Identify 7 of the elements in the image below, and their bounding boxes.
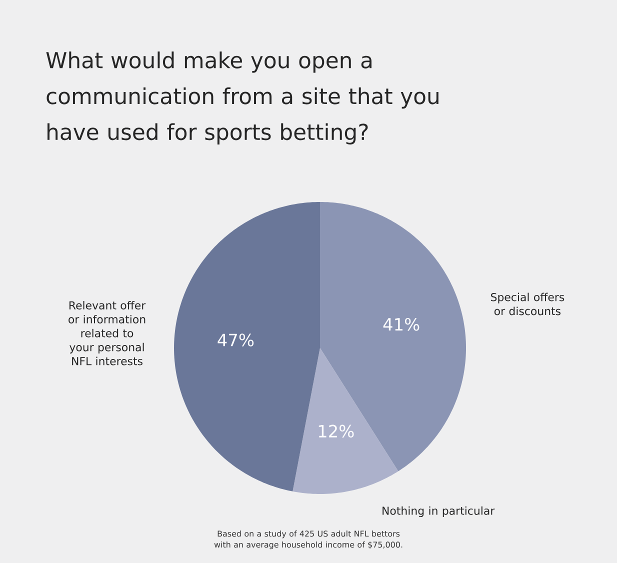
slice-label: Relevant offer or information related to your personal NFL interests — [68, 301, 146, 366]
data-label: 47% — [218, 334, 254, 346]
chart-title: What would make you open a communication from a site that you have used for sports betting? — [46, 51, 438, 144]
slice-label: Nothing in particular — [382, 506, 495, 517]
data-label: 12% — [318, 424, 354, 438]
slice-label: Special offers or discounts — [490, 292, 564, 316]
data-label: 41% — [383, 318, 420, 331]
